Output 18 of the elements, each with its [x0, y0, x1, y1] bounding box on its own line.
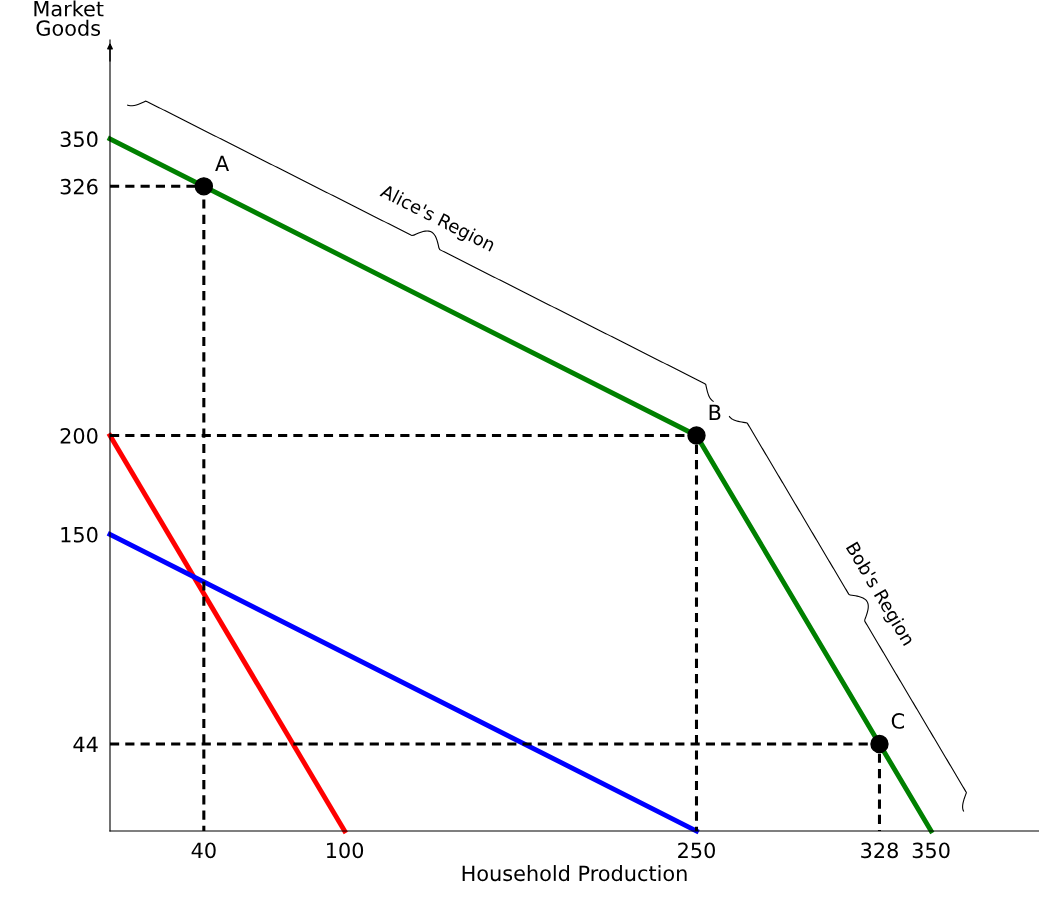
- y-tick-label: 326: [60, 178, 98, 195]
- point: [687, 426, 706, 445]
- x-tick-label: 250: [678, 842, 715, 859]
- point: [870, 734, 889, 754]
- y-tick-label: 44: [73, 736, 98, 752]
- y-tick-label: 350: [60, 131, 98, 148]
- annotation: A: [215, 155, 230, 171]
- point: [194, 177, 214, 196]
- y-axis-title: Market Goods: [34, 0, 104, 36]
- x-tick-label: 328: [861, 842, 898, 859]
- x-tick-label: 100: [327, 842, 364, 859]
- annotation: B: [709, 404, 721, 421]
- annotation: C: [891, 713, 904, 729]
- x-axis-title: Household Production: [462, 865, 687, 882]
- y-tick-label: 200: [60, 427, 98, 444]
- x-tick-label: 350: [912, 842, 950, 859]
- x-tick-label: 40: [191, 842, 216, 859]
- y-tick-label: 150: [61, 526, 98, 543]
